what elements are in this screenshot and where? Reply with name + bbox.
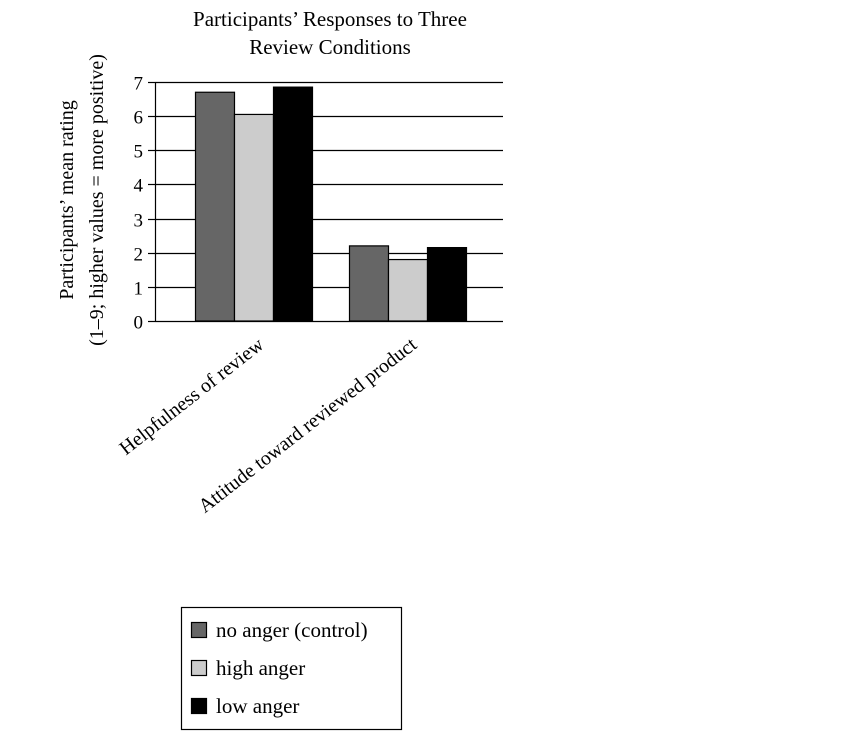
legend-swatch [190,697,208,715]
legend-swatch [190,659,208,677]
bar [426,246,468,322]
y-tick-label: 4 [134,176,144,197]
bar [348,245,390,322]
bar [233,113,275,322]
legend-swatch [190,621,208,639]
chart-title-line-2: Review Conditions [249,35,411,59]
x-category-label: Helpfulness of review [115,333,268,459]
y-axis-ticks: 0 1 2 3 4 5 6 7 [134,74,155,334]
y-axis-label-line-1: Participants’ mean rating [56,100,78,300]
bar [387,258,429,322]
y-tick-label: 5 [134,142,144,163]
y-tick-label: 6 [134,108,144,129]
bar [194,91,236,322]
legend-label: low anger [216,694,299,718]
chart-title-line-1: Participants’ Responses to Three [193,7,467,31]
y-axis-label-line-2: (1–9; higher values = more positive) [86,54,108,346]
y-tick-label: 0 [134,313,144,334]
y-axis-label: Participants’ mean rating (1–9; higher v… [56,54,108,346]
y-tick-label: 7 [134,74,144,95]
y-tick-label: 2 [134,245,144,266]
legend-label: no anger (control) [216,618,368,642]
y-tick-label: 1 [134,279,144,300]
legend-box [180,606,403,731]
bars [194,86,468,322]
bar [272,86,314,322]
legend-label: high anger [216,656,305,680]
chart-title: Participants’ Responses to Three Review … [193,7,467,59]
y-tick-label: 3 [134,211,144,232]
legend: no anger (control) high anger low anger [180,606,403,731]
